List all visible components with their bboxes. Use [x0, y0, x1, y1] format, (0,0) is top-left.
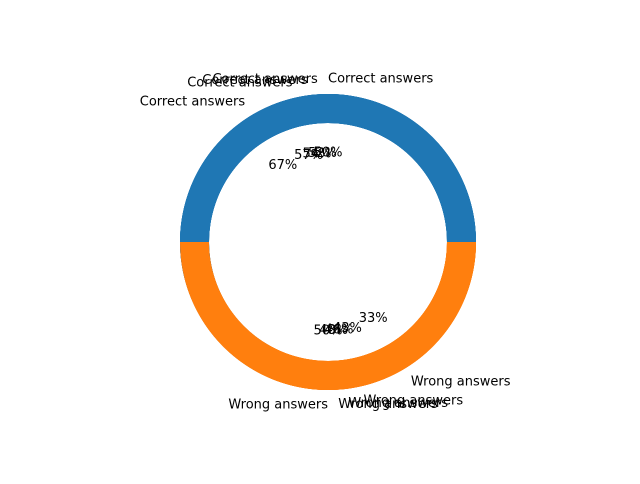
slice-percentage-label: 57%: [294, 148, 323, 163]
slice-percentage-label: 52%: [308, 146, 337, 161]
donut-slice: [180, 94, 477, 306]
slice-percentage-label: 67%: [268, 158, 297, 173]
donut-slice: [180, 94, 476, 242]
slice-label: Correct answers: [328, 72, 434, 87]
slice-label: Wrong answers: [364, 393, 464, 408]
slice-percentage-label: 48%: [319, 323, 348, 338]
slice-percentage-label: 50%: [314, 323, 343, 338]
slice-percentage-label: 54%: [302, 146, 331, 161]
slice-percentage-label: 43%: [333, 321, 362, 336]
slice-percentage-label: 50%: [314, 146, 343, 161]
slice-label: Wrong answers: [411, 375, 511, 390]
slice-label: Correct answers: [212, 72, 318, 87]
slice-label: Correct answers: [202, 73, 308, 88]
slice-percentage-label: 33%: [359, 311, 388, 326]
slice-label: Wrong answers: [348, 396, 448, 411]
donut-slice: [180, 242, 476, 390]
slice-label: Correct answers: [140, 94, 246, 109]
slice-label: Wrong answers: [338, 397, 438, 412]
slice-percentage-label: 46%: [325, 323, 354, 338]
slice-label: Correct answers: [187, 76, 293, 91]
slice-label: Wrong answers: [228, 397, 328, 412]
